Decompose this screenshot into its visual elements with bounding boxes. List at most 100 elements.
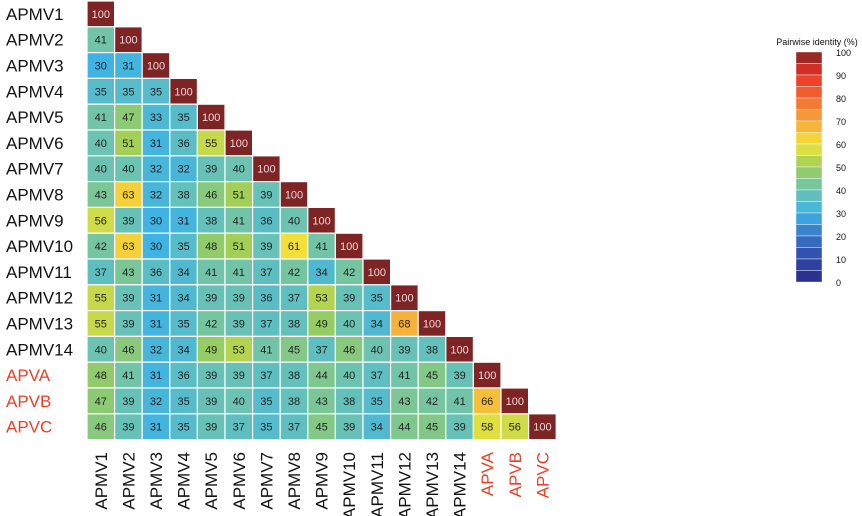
heatmap-cell: [224, 387, 254, 415]
cell-value-label: 37: [315, 344, 327, 356]
cell-value-label: 39: [122, 215, 134, 227]
heatmap-cell: [279, 335, 309, 363]
cell-value-label: 53: [315, 293, 327, 305]
heatmap-cell: [169, 258, 199, 286]
row-label: APVB: [6, 392, 51, 411]
cell-value-label: 41: [95, 35, 107, 47]
column-label: APMV4: [175, 452, 194, 510]
cell-value-label: 31: [150, 293, 162, 305]
heatmap-cell: [252, 387, 281, 415]
cell-value-label: 39: [453, 422, 465, 434]
legend-tick-label: 70: [836, 117, 846, 127]
legend-tick-label: 30: [836, 209, 846, 219]
cell-value-label: 35: [371, 396, 383, 408]
legend-tick-label: 40: [836, 186, 846, 196]
cell-value-label: 66: [481, 396, 493, 408]
cell-value-label: 41: [233, 215, 245, 227]
heatmap-cell: [390, 387, 419, 415]
cell-value-label: 35: [177, 241, 189, 253]
legend-tick-label: 80: [836, 94, 846, 104]
cell-value-label: 39: [233, 293, 245, 305]
row-label: APMV5: [6, 108, 64, 127]
cell-value-label: 41: [95, 112, 107, 124]
heatmap-cell: [362, 361, 392, 389]
column-label: APMV1: [92, 452, 111, 510]
legend-swatch: [795, 258, 823, 271]
cell-value-label: 35: [122, 86, 134, 98]
heatmap-cell: [307, 310, 336, 338]
heatmap-cell: [141, 51, 171, 79]
cell-value-label: 58: [481, 422, 493, 434]
cell-value-label: 41: [122, 370, 134, 382]
cell-value-label: 63: [122, 241, 134, 253]
heatmap-cell: [141, 310, 171, 338]
column-label: APMV2: [119, 452, 138, 510]
cell-value-label: 100: [478, 370, 496, 382]
cell-value-label: 35: [260, 396, 272, 408]
heatmap-cell: [113, 103, 143, 131]
row-label: APMV13: [6, 315, 73, 334]
cell-value-label: 56: [95, 215, 107, 227]
cell-value-label: 48: [205, 241, 217, 253]
heatmap-cell: [113, 129, 143, 157]
heatmap-cell: [417, 310, 447, 338]
cell-value-label: 36: [177, 138, 189, 150]
cell-value-label: 32: [150, 396, 162, 408]
legend-tick-label: 90: [836, 71, 846, 81]
legend-swatch: [795, 235, 823, 248]
heatmap-cells: 100 41 100 30 31 100 35 35 35 100 41 47 33 35 100 40 51 3…: [86, 0, 557, 441]
heatmap-cell: [196, 335, 226, 363]
cell-value-label: 45: [288, 344, 300, 356]
cell-value-label: 51: [233, 241, 245, 253]
cell-value-label: 41: [260, 344, 272, 356]
heatmap-cell: [390, 413, 419, 441]
heatmap-cell: [141, 181, 171, 209]
heatmap-cell: [390, 284, 419, 312]
heatmap-cell: [86, 206, 116, 234]
legend-tick-label: 20: [836, 232, 846, 242]
heatmap-cell: [169, 77, 199, 105]
cell-value-label: 100: [423, 319, 441, 331]
cell-value-label: 33: [150, 112, 162, 124]
heatmap-cell: [113, 284, 143, 312]
cell-value-label: 37: [260, 267, 272, 279]
heatmap-cell: [307, 232, 336, 260]
heatmap-cell: [334, 361, 364, 389]
heatmap-cell: [169, 129, 199, 157]
cell-value-label: 35: [260, 422, 272, 434]
legend-swatch: [795, 97, 823, 110]
heatmap-cell: [362, 284, 392, 312]
cell-value-label: 100: [312, 215, 330, 227]
heatmap-cell: [86, 258, 116, 286]
cell-value-label: 39: [205, 396, 217, 408]
heatmap-cell: [224, 284, 254, 312]
heatmap-cell: [224, 258, 254, 286]
heatmap-cell: [113, 387, 143, 415]
heatmap-cell: [169, 103, 199, 131]
cell-value-label: 32: [177, 164, 189, 176]
cell-value-label: 100: [340, 241, 358, 253]
cell-value-label: 39: [122, 293, 134, 305]
cell-value-label: 42: [288, 267, 300, 279]
cell-value-label: 42: [343, 267, 355, 279]
heatmap-cell: [279, 387, 309, 415]
row-label: APMV4: [6, 82, 64, 101]
cell-value-label: 100: [119, 35, 137, 47]
row-label: APMV11: [6, 263, 72, 282]
row-label: APMV9: [6, 211, 64, 230]
heatmap-cell: [362, 258, 392, 286]
cell-value-label: 31: [150, 319, 162, 331]
heatmap-cell: [334, 310, 364, 338]
cell-value-label: 47: [95, 396, 107, 408]
cell-value-label: 35: [371, 293, 383, 305]
column-label: APMV11: [368, 452, 387, 516]
column-label: APMV13: [423, 452, 442, 516]
heatmap-cell: [224, 232, 254, 260]
cell-value-label: 39: [343, 422, 355, 434]
legend-swatch: [795, 189, 823, 202]
heatmap-cell: [86, 284, 116, 312]
heatmap-cell: [417, 413, 447, 441]
heatmap-cell: [362, 335, 392, 363]
heatmap-cell: [472, 361, 502, 389]
